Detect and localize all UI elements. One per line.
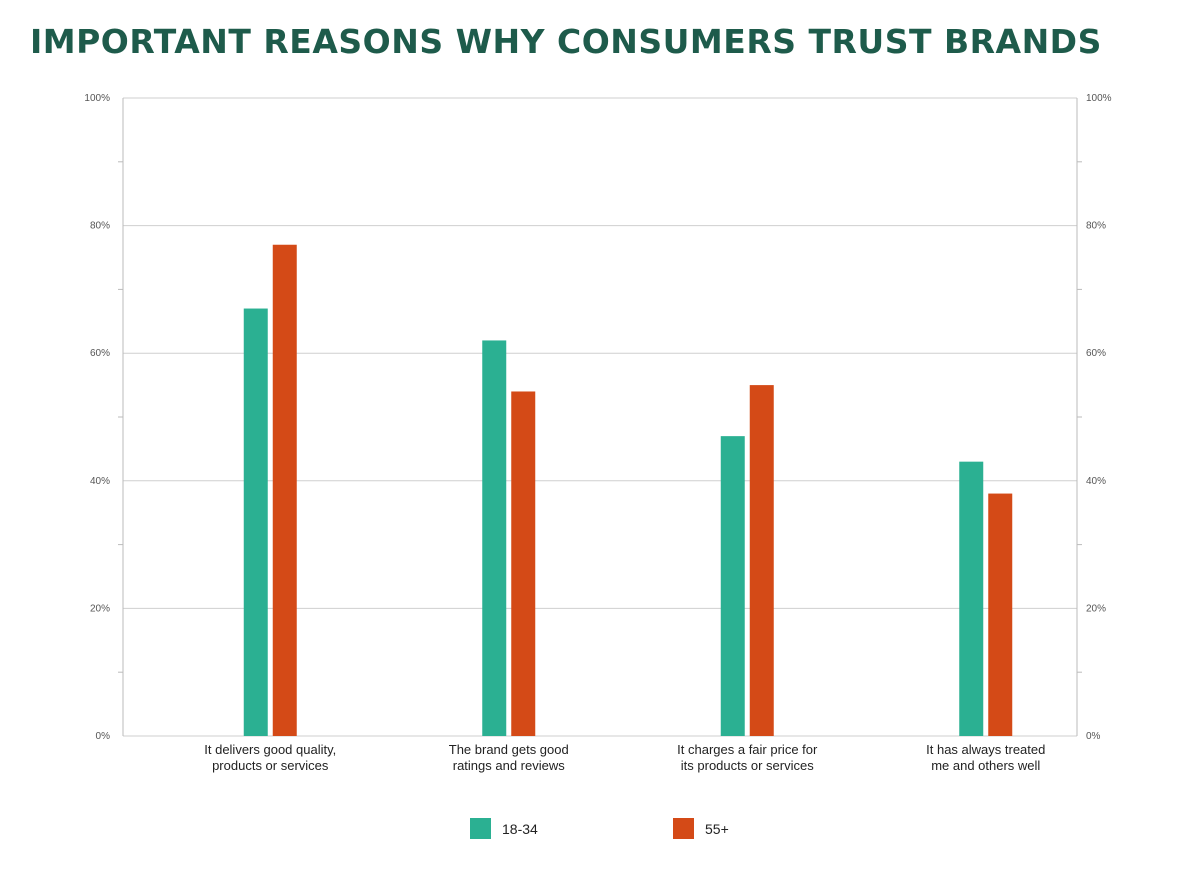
category-label: products or services (212, 758, 329, 773)
legend-swatch (673, 818, 694, 839)
legend-label: 55+ (705, 821, 729, 837)
bar-older-4 (988, 493, 1013, 736)
labels: 0% 0% 20% 20% 40% 40% 60% 60% 80% 80% 100% 100% It d… (84, 93, 1111, 773)
y-tick-label-right: 40% (1086, 476, 1106, 487)
bar-older-1 (272, 244, 297, 737)
category-label: It delivers good quality, (204, 742, 336, 757)
bar-older-3 (749, 385, 774, 736)
y-tick-label-left: 100% (84, 93, 110, 104)
bar-older-2 (511, 391, 536, 736)
bar-young-3 (720, 436, 745, 736)
y-tick-label-right: 100% (1086, 93, 1112, 104)
y-tick-label-left: 40% (90, 476, 110, 487)
axes (118, 98, 1082, 736)
category-label: The brand gets good (449, 742, 569, 757)
bar-young-1 (243, 308, 268, 736)
bar-young-4 (959, 461, 984, 736)
y-tick-label-left: 80% (90, 221, 110, 232)
legend-label: 18-34 (502, 821, 538, 837)
y-tick-label-right: 20% (1086, 603, 1106, 614)
category-label: It charges a fair price for (677, 742, 818, 757)
y-tick-label-left: 60% (90, 348, 110, 359)
y-tick-label-right: 80% (1086, 221, 1106, 232)
legend: 18-34 55+ (470, 818, 729, 839)
legend-swatch (470, 818, 491, 839)
y-tick-label-right: 60% (1086, 348, 1106, 359)
category-label: its products or services (681, 758, 814, 773)
category-label: It has always treated (926, 742, 1045, 757)
y-tick-label-left: 20% (90, 603, 110, 614)
bar-young-2 (482, 340, 507, 736)
bars (243, 244, 1013, 737)
category-label: me and others well (931, 758, 1040, 773)
y-tick-label-left: 0% (96, 731, 111, 742)
category-label: ratings and reviews (453, 758, 565, 773)
chart-title: IMPORTANT REASONS WHY CONSUMERS TRUST BR… (30, 22, 1102, 61)
y-tick-label-right: 0% (1086, 731, 1101, 742)
